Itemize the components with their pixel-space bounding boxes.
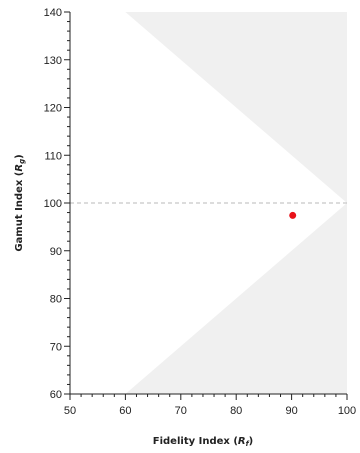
y-tick-label-60: 60 <box>50 389 62 401</box>
x-tick-label-100: 100 <box>338 405 356 417</box>
lower-shaded-region <box>125 203 348 394</box>
y-tick-label-120: 120 <box>44 103 62 115</box>
y-axis-title: Gamut Index (Rg) <box>14 154 26 251</box>
y-tick-label-90: 90 <box>50 246 62 258</box>
y-tick-label-70: 70 <box>50 341 62 353</box>
y-tick-label-130: 130 <box>44 55 62 67</box>
x-tick-label-70: 70 <box>175 405 187 417</box>
x-tick-label-80: 80 <box>230 405 242 417</box>
data-point-1 <box>289 211 297 219</box>
x-tick-label-60: 60 <box>119 405 131 417</box>
x-axis-title: Fidelity Index (Rf) <box>153 436 253 448</box>
upper-shaded-region <box>125 12 348 203</box>
y-tick-label-100: 100 <box>44 198 62 210</box>
x-tick-label-90: 90 <box>285 405 297 417</box>
y-tick-label-80: 80 <box>50 294 62 306</box>
y-tick-label-110: 110 <box>44 150 62 162</box>
x-tick-label-50: 50 <box>64 405 76 417</box>
y-tick-label-140: 140 <box>44 7 62 19</box>
